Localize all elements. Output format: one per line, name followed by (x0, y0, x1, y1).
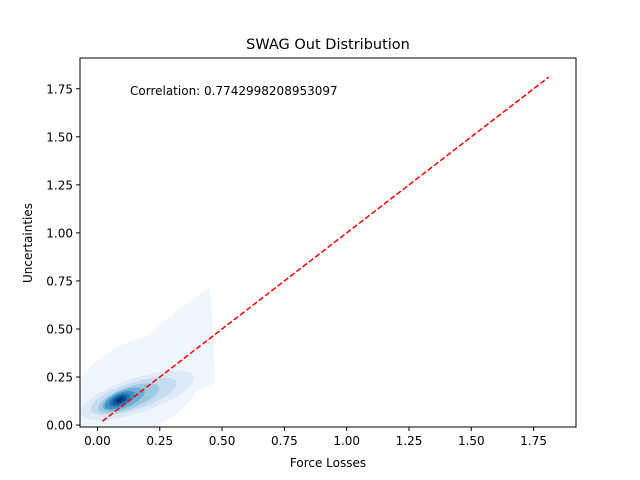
chart-title: SWAG Out Distribution (246, 37, 410, 53)
y-tick-label: 0.50 (46, 322, 73, 336)
y-tick-label: 1.00 (46, 226, 73, 240)
x-tick-label: 0.25 (146, 434, 173, 448)
x-tick-label: 1.00 (333, 434, 360, 448)
density-level (116, 397, 124, 403)
x-tick-label: 1.75 (520, 434, 547, 448)
density-contours (80, 286, 215, 427)
y-tick-label: 0.25 (46, 371, 73, 385)
y-tick-label: 1.75 (46, 82, 73, 96)
x-tick-label: 0.50 (209, 434, 236, 448)
y-axis-label: Uncertainties (21, 203, 35, 283)
y-tick-label: 0.00 (46, 419, 73, 433)
reference-line-group (101, 76, 550, 422)
y-tick-label: 0.75 (46, 274, 73, 288)
y-axis: 0.00 0.25 0.50 0.75 1.00 1.25 1.50 1.75 (46, 82, 80, 433)
x-axis-label: Force Losses (290, 456, 366, 470)
x-tick-label: 1.50 (458, 434, 485, 448)
x-tick-label: 0.75 (271, 434, 298, 448)
y-tick-label: 1.25 (46, 178, 73, 192)
x-tick-label: 0.00 (84, 434, 111, 448)
x-tick-label: 1.25 (396, 434, 423, 448)
plot-frame (79, 57, 577, 428)
x-axis: 0.00 0.25 0.50 0.75 1.00 1.25 1.50 1.75 (84, 427, 547, 448)
y-tick-label: 1.50 (46, 130, 73, 144)
correlation-annotation: Correlation: 0.7742998208953097 (130, 84, 338, 98)
reference-line (101, 76, 550, 422)
